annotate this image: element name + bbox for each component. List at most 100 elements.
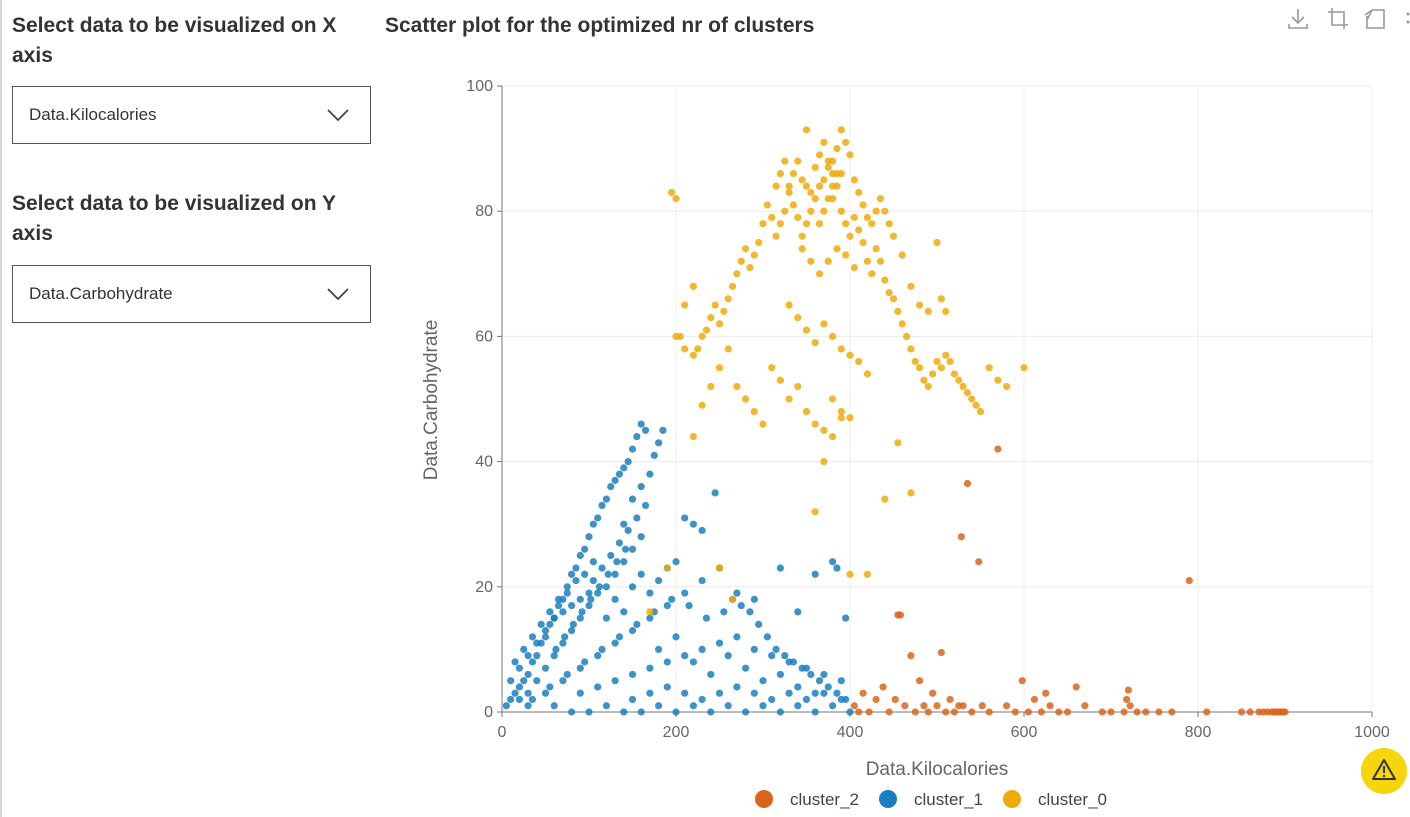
data-point [694, 345, 702, 353]
more-icon[interactable] [1404, 6, 1410, 32]
data-point [972, 401, 980, 409]
data-point [1011, 708, 1019, 716]
data-point [811, 195, 819, 203]
warning-button[interactable] [1361, 748, 1407, 794]
data-point [907, 652, 915, 660]
data-point [511, 689, 519, 697]
data-point [759, 420, 767, 428]
data-point [698, 332, 706, 340]
data-point [621, 545, 630, 553]
data-point [876, 257, 885, 265]
data-point [750, 407, 758, 416]
data-point [811, 708, 819, 716]
data-point [620, 464, 628, 472]
data-point [785, 188, 793, 197]
y-tick-label: 40 [475, 454, 493, 471]
data-point [728, 282, 737, 290]
data-point [929, 689, 937, 697]
data-point [720, 307, 728, 315]
data-point [794, 314, 802, 322]
data-point [1020, 364, 1028, 372]
data-point [611, 476, 619, 484]
download-icon[interactable] [1286, 6, 1310, 32]
data-point [985, 708, 993, 716]
reset-icon[interactable] [1364, 6, 1388, 32]
data-point [641, 501, 650, 510]
data-point [829, 558, 837, 566]
crop-icon[interactable] [1326, 6, 1350, 32]
legend-label-cluster_2: cluster_2 [790, 790, 859, 809]
data-point [655, 439, 663, 447]
data-point [1024, 708, 1032, 716]
data-point [863, 213, 871, 222]
data-points [502, 126, 1289, 716]
data-point [1107, 708, 1115, 716]
data-point [594, 652, 602, 660]
data-point [865, 708, 873, 716]
data-point [820, 320, 828, 328]
data-point [589, 576, 597, 585]
data-point [733, 382, 741, 391]
data-point [781, 207, 789, 215]
filter-panel: Select data to be visualized on X axis D… [0, 0, 378, 817]
data-point [1203, 708, 1211, 716]
data-point [646, 608, 654, 616]
data-point [520, 677, 528, 685]
data-point [546, 683, 554, 691]
data-point [1081, 702, 1089, 710]
data-point [807, 670, 815, 679]
y-axis-dropdown[interactable]: Data.Carbohydrate [12, 265, 371, 323]
data-point [587, 595, 595, 603]
data-point [568, 601, 576, 610]
data-point [785, 658, 793, 666]
data-point [763, 201, 771, 209]
data-point [594, 589, 602, 597]
data-point [698, 645, 706, 654]
data-point [798, 232, 806, 240]
data-point [815, 182, 824, 190]
data-point [733, 589, 741, 597]
data-point [637, 420, 645, 428]
data-point [881, 495, 889, 503]
data-point [585, 533, 593, 541]
data-point [633, 432, 641, 441]
data-point [633, 620, 641, 628]
data-point [924, 708, 932, 716]
data-point [933, 702, 941, 710]
x-axis-dropdown[interactable]: Data.Kilocalories [12, 86, 371, 144]
y-tick-label: 80 [475, 203, 493, 220]
data-point [550, 614, 558, 622]
data-point [820, 670, 828, 679]
data-point [746, 263, 754, 272]
data-point [589, 558, 597, 566]
data-point [829, 332, 837, 340]
data-point [724, 702, 732, 710]
data-point [611, 595, 619, 603]
data-point [1246, 708, 1254, 716]
data-point [607, 551, 615, 560]
data-point [607, 483, 615, 491]
data-point [772, 232, 780, 240]
data-point [685, 601, 693, 610]
data-point [750, 645, 758, 654]
data-point [620, 608, 628, 616]
data-point [855, 188, 863, 197]
data-point [815, 270, 824, 278]
data-point [698, 576, 706, 585]
data-point [802, 182, 811, 190]
data-point [842, 614, 850, 622]
data-point [885, 708, 893, 716]
data-point [628, 545, 637, 553]
data-point [820, 458, 828, 466]
data-point [937, 648, 945, 657]
data-point [628, 627, 637, 635]
data-point [689, 520, 697, 528]
data-point [613, 558, 621, 566]
data-point [541, 633, 550, 641]
data-point [537, 620, 545, 628]
data-point [811, 339, 819, 347]
data-point [815, 151, 824, 159]
data-point [663, 564, 671, 572]
data-point [576, 689, 584, 697]
data-point [515, 683, 523, 691]
